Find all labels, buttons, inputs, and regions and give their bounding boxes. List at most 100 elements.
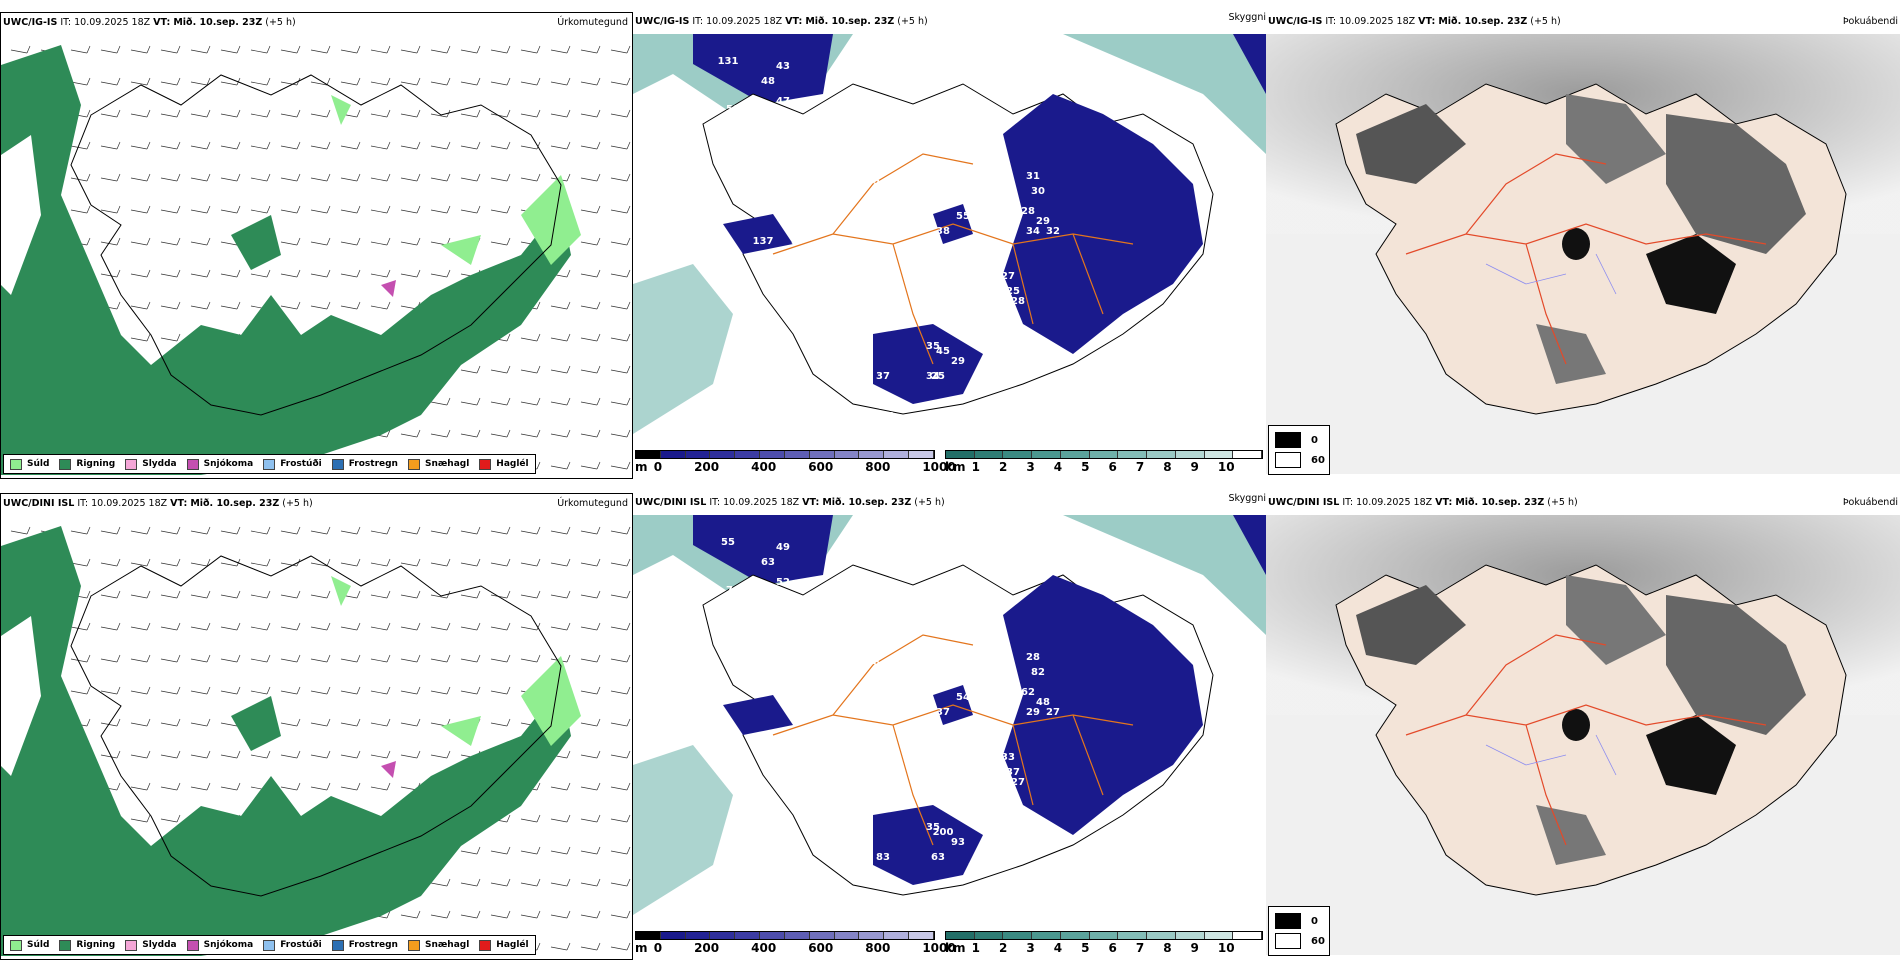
wind-barb [190,173,211,182]
precip-map [1,35,632,475]
wind-barb [10,526,31,535]
wind-barb [580,878,601,887]
wind-barb [550,878,571,887]
cloud-base-label: 43 [776,61,790,72]
cloud-base-label: 25 [1006,286,1020,297]
wind-barb [490,365,511,374]
wind-barb [610,429,631,438]
wind-barb [430,654,451,663]
wind-barb [370,45,391,54]
wind-barb [610,878,631,887]
wind-barb [610,109,631,118]
wind-barb [130,654,151,663]
cloud-base-label: 48 [876,401,890,412]
cloud-base-label: 31 [996,647,1010,658]
cloud-base-label: 57 [791,236,805,247]
wind-barb [250,654,271,663]
wind-barb [220,301,241,310]
wind-barb [130,141,151,150]
cloud-base-label: 46 [921,241,935,252]
wind-barb [340,45,361,54]
wind-barb [250,750,271,759]
wind-barb [460,205,481,214]
fog-map [1266,34,1900,474]
cloud-base-label: 34 [1026,226,1040,237]
wind-barb [130,205,151,214]
wind-barb [340,558,361,567]
visibility-ticks: km 1 2 3 4 5 6 7 8 9 10 [945,941,1235,955]
wind-barb [340,269,361,278]
tick-label: 3 [1026,941,1035,955]
wind-barb [580,333,601,342]
wind-barb [490,173,511,182]
wind-barb [430,269,451,278]
wind-barb [610,590,631,599]
panel-title: Þokuábendi [1842,16,1898,27]
legend-item: Haglél [479,939,529,951]
wind-barb [310,45,331,54]
wind-barb [610,141,631,150]
cloud-base-label: 52 [876,156,890,167]
wind-barb [310,622,331,631]
wind-barb [310,141,331,150]
wind-barb [100,590,121,599]
wind-barb [160,301,181,310]
wind-barb [280,141,301,150]
wind-barb [340,686,361,695]
visibility-ticks: km 1 2 3 4 5 6 7 8 9 10 [945,460,1235,474]
legend-item: Frostregn [331,458,398,470]
wind-barb [100,173,121,182]
cloud-base-label: 27 [1046,707,1060,718]
wind-barb [100,205,121,214]
wind-barb [70,526,91,535]
wind-barb [400,45,421,54]
tick-label: 9 [1190,460,1199,474]
wind-barb [460,45,481,54]
wind-barb [580,686,601,695]
wind-barb [220,654,241,663]
cloud-base-label: 26 [971,682,985,693]
legend-label: Rigning [76,459,116,469]
legend-label: Haglél [496,459,529,469]
legend-label: Rigning [76,940,116,950]
wind-barb [370,718,391,727]
wind-barb [160,269,181,278]
cloud-base-label: 93 [951,837,965,848]
wind-barb [370,750,391,759]
wind-barb [610,910,631,919]
cloud-base-label: 35 [926,316,940,327]
fog-map [1266,515,1900,955]
wind-barb [100,654,121,663]
legend-item: Frostúði [263,939,322,951]
wind-barb [220,782,241,791]
wind-barb [340,301,361,310]
wind-barb [310,654,331,663]
wind-barb [160,590,181,599]
tick-label: 200 [694,460,720,474]
wind-barb [100,622,121,631]
cloud-base-label: 90 [946,251,960,262]
wind-barb [280,718,301,727]
wind-barb [400,237,421,246]
wind-barb [130,526,151,535]
wind-barb [580,141,601,150]
wind-barb [430,397,451,406]
wind-barb [580,205,601,214]
wind-barb [220,173,241,182]
legend-item: Snjókoma [186,939,253,951]
wind-barb [160,782,181,791]
wind-barb [160,622,181,631]
wind-barb [610,301,631,310]
wind-barb [400,558,421,567]
legend-label: Slydda [142,459,177,469]
wind-barb [370,141,391,150]
cloud-base-label: 27 [1011,777,1025,788]
legend-label: Frostúði [280,459,322,469]
wind-barb [460,878,481,887]
wind-barb [100,526,121,535]
wind-barb [520,622,541,631]
wind-barb [550,526,571,535]
cloud-base-label: 31 [856,386,870,397]
wind-barb [400,718,421,727]
wind-barb [340,654,361,663]
